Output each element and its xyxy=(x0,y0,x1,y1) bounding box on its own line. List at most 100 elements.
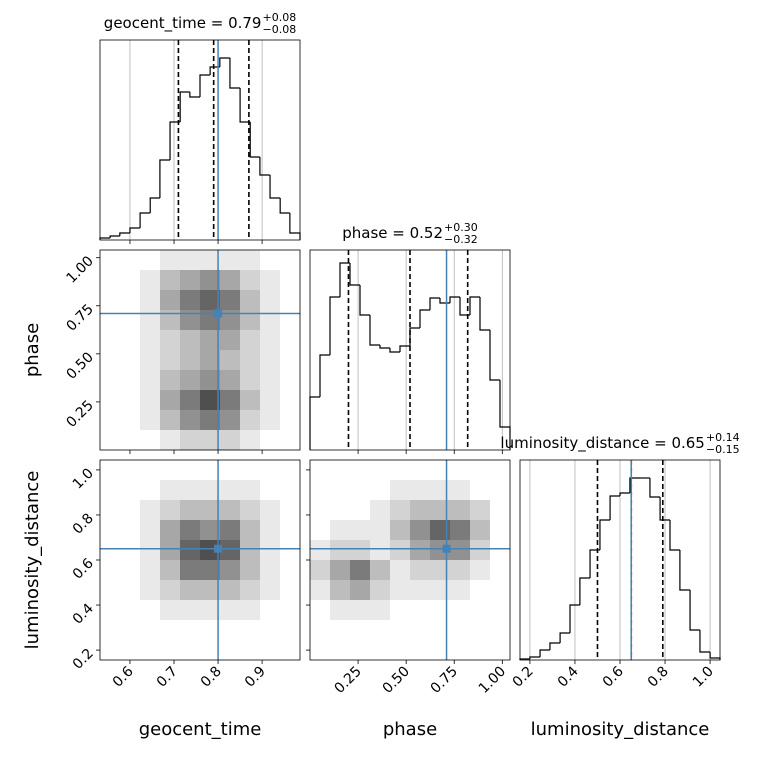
y-tick-label: 0.4 xyxy=(70,600,97,627)
density-cell xyxy=(220,520,241,541)
density-cell xyxy=(160,480,181,501)
density-cell xyxy=(120,620,141,641)
density-cell xyxy=(410,480,431,501)
density-cell xyxy=(350,620,371,641)
density-cell xyxy=(280,540,301,561)
density-cell xyxy=(410,460,431,481)
density-cell xyxy=(350,520,371,541)
density-cell xyxy=(160,600,181,621)
density-cell xyxy=(180,390,201,411)
density-cell xyxy=(220,310,241,331)
density-cell xyxy=(490,620,511,641)
density-cell xyxy=(220,620,241,641)
density-cell xyxy=(220,390,241,411)
density-cell xyxy=(370,520,391,541)
density-cell xyxy=(260,580,281,601)
density-cell xyxy=(140,410,161,431)
density-cell xyxy=(390,540,411,561)
density-cell xyxy=(370,460,391,481)
density-cell xyxy=(200,460,221,481)
density-cell xyxy=(310,620,331,641)
density-cell xyxy=(200,640,221,661)
density-cell xyxy=(240,460,261,481)
hist-bin xyxy=(569,604,580,633)
density-cell xyxy=(450,620,471,641)
density-cell xyxy=(140,640,161,661)
density-cell xyxy=(180,600,201,621)
density-cell xyxy=(160,290,181,311)
y-tick-label: 1.00 xyxy=(63,253,96,286)
title-plus: +0.08 xyxy=(262,11,296,24)
density-cell xyxy=(200,500,221,521)
panel-title: geocent_time = 0.79 xyxy=(104,14,262,33)
density-cell xyxy=(280,600,301,621)
density-cell xyxy=(240,410,261,431)
hist-bin xyxy=(709,652,721,660)
density-cell xyxy=(160,430,181,451)
y-axis-label: phase xyxy=(22,323,43,377)
x-axis-label: geocent_time xyxy=(139,719,262,740)
density-cell xyxy=(260,540,281,561)
density-cell xyxy=(140,270,161,291)
density-cell xyxy=(470,580,491,601)
density-cell xyxy=(350,480,371,501)
truth-marker xyxy=(214,544,223,553)
density-cell xyxy=(260,250,281,271)
density-cell xyxy=(370,600,391,621)
density-cell xyxy=(100,410,121,431)
density-cell xyxy=(240,640,261,661)
density-cell xyxy=(160,560,181,581)
density-cell xyxy=(140,290,161,311)
density-cell xyxy=(120,480,141,501)
density-cell xyxy=(220,410,241,431)
panel: 0.25 0.50 0.75 1.00 phase xyxy=(306,459,511,740)
density-cell xyxy=(220,480,241,501)
x-tick-label: 1.00 xyxy=(476,664,509,697)
density-cell xyxy=(350,460,371,481)
hist-bin xyxy=(149,197,160,213)
truth-marker xyxy=(442,544,451,553)
panel-frame xyxy=(99,39,301,241)
density-cell xyxy=(180,330,201,351)
density-cell xyxy=(410,640,431,661)
density-cell xyxy=(390,480,411,501)
density-cell xyxy=(120,460,141,481)
density-cell xyxy=(180,250,201,271)
density-cell xyxy=(370,640,391,661)
density-cell xyxy=(350,560,371,581)
density-cell xyxy=(240,560,261,581)
density-cell xyxy=(470,480,491,501)
x-tick-label: 0.75 xyxy=(428,664,461,697)
density-cell xyxy=(160,350,181,371)
density-cell xyxy=(160,580,181,601)
density-cell xyxy=(220,460,241,481)
density-cell xyxy=(410,540,431,561)
density-cell xyxy=(160,640,181,661)
x-tick-label: 0.6 xyxy=(110,663,137,690)
density-cell xyxy=(330,540,351,561)
hist-bin xyxy=(249,122,260,158)
density-cell xyxy=(200,390,221,411)
density-cell xyxy=(240,520,261,541)
x-tick-label: 0.6 xyxy=(600,663,627,690)
density-cell xyxy=(240,370,261,391)
density-cell xyxy=(260,390,281,411)
density-cell xyxy=(140,520,161,541)
density-cell xyxy=(100,430,121,451)
density-cell xyxy=(370,620,391,641)
hist-bin xyxy=(449,296,460,303)
density-cell xyxy=(140,580,161,601)
density-cell xyxy=(260,350,281,371)
density-cell xyxy=(260,640,281,661)
density-cell xyxy=(390,620,411,641)
hist-bin xyxy=(239,88,251,123)
x-tick-label: 0.4 xyxy=(555,663,582,690)
density-cell xyxy=(260,290,281,311)
density-cell xyxy=(280,430,301,451)
density-cell xyxy=(160,330,181,351)
density-cell xyxy=(160,390,181,411)
density-cell xyxy=(120,600,141,621)
hist-bin xyxy=(319,354,330,397)
density-cell xyxy=(280,390,301,411)
hist-bin xyxy=(659,497,670,521)
